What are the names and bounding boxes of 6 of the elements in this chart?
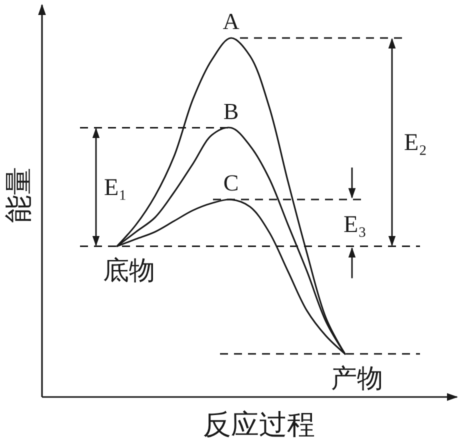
series-label: A [222, 9, 240, 34]
y-axis-title: 能量 [4, 167, 35, 223]
annotation: 产物 [331, 364, 383, 393]
x-axis-title: 反应过程 [203, 410, 315, 441]
annotation: E₃ [343, 212, 367, 238]
annotation: E₂ [404, 130, 428, 156]
